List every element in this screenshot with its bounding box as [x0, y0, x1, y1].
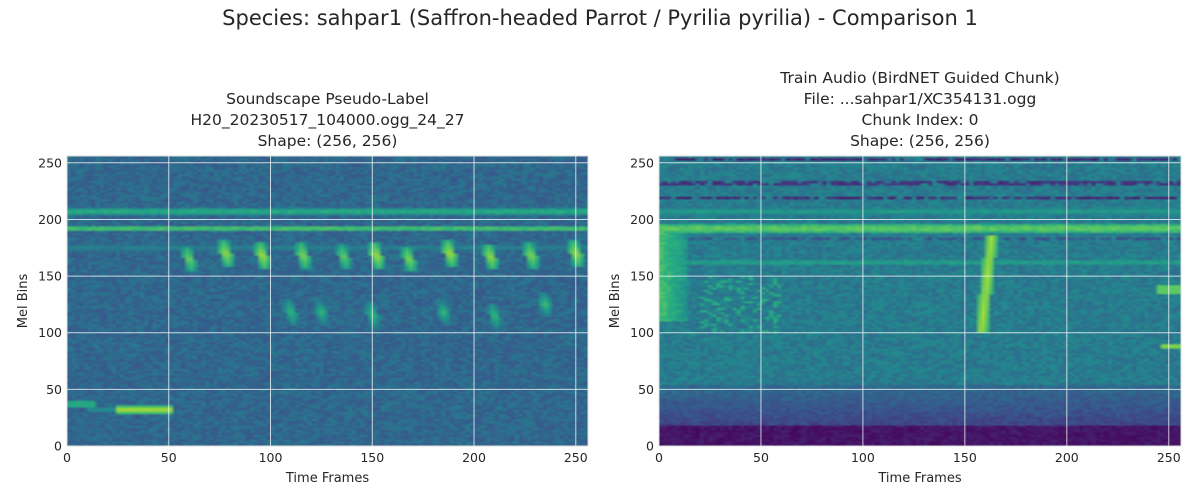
left-x-tick-label: 0: [63, 450, 71, 465]
left-title-line-1: Soundscape Pseudo-Label: [226, 90, 429, 108]
right-panel-title: Train Audio (BirdNET Guided Chunk) File:…: [659, 68, 1181, 152]
left-y-tick-label: 0: [54, 439, 62, 454]
left-x-tick-label: 100: [259, 450, 283, 465]
left-y-tick-label: 100: [38, 325, 62, 340]
right-y-tick-label: 100: [630, 325, 654, 340]
left-x-tick-label: 150: [360, 450, 384, 465]
left-y-tick-label: 200: [38, 212, 62, 227]
right-x-tick-label: 100: [851, 450, 875, 465]
left-title-line-3: Shape: (256, 256): [257, 132, 398, 150]
right-x-axis-label: Time Frames: [877, 471, 961, 486]
left-x-tick-label: 250: [564, 450, 588, 465]
left-title-line-2: H20_20230517_104000.ogg_24_27: [190, 111, 465, 129]
left-y-tick-label: 50: [46, 382, 62, 397]
right-title-line-4: Shape: (256, 256): [850, 132, 990, 150]
left-y-tick-label: 150: [38, 269, 62, 284]
right-y-tick-label: 0: [646, 439, 654, 454]
right-heatmap-image: [659, 156, 1181, 446]
right-y-axis-label: Mel Bins: [608, 274, 623, 329]
right-x-tick-label: 250: [1157, 450, 1181, 465]
right-y-tick-label: 50: [638, 382, 654, 397]
right-x-tick-label: 50: [753, 450, 769, 465]
left-x-tick-label: 200: [462, 450, 486, 465]
left-heatmap-image: [67, 156, 588, 446]
left-panel-title: Soundscape Pseudo-Label H20_20230517_104…: [67, 89, 588, 152]
left-x-tick-label: 50: [161, 450, 177, 465]
left-spectrogram: 0 50 100 150 200 250 0 50 100 150 200 250 Time Frame…: [16, 155, 589, 486]
right-title-line-2: File: ...sahpar1/XC354131.ogg: [803, 90, 1037, 108]
right-y-tick-label: 150: [630, 269, 654, 284]
right-x-tick-label: 0: [655, 450, 663, 465]
right-y-tick-label: 250: [630, 155, 654, 170]
left-axes-frame: [66, 155, 589, 447]
right-spectrogram: 0 50 100 150 200 250 0 50 100 150 200 250 Time Frame…: [608, 155, 1182, 486]
figure-suptitle: Species: sahpar1 (Saffron-headed Parrot …: [222, 6, 978, 30]
right-x-tick-label: 200: [1055, 450, 1079, 465]
left-y-axis-label: Mel Bins: [16, 274, 31, 329]
right-y-tick-label: 200: [630, 212, 654, 227]
left-y-tick-label: 250: [38, 155, 62, 170]
left-x-axis-label: Time Frames: [285, 471, 369, 486]
right-x-tick-label: 150: [953, 450, 977, 465]
right-title-line-1: Train Audio (BirdNET Guided Chunk): [780, 69, 1060, 87]
right-title-line-3: Chunk Index: 0: [861, 111, 979, 129]
right-axes-frame: [658, 155, 1182, 447]
